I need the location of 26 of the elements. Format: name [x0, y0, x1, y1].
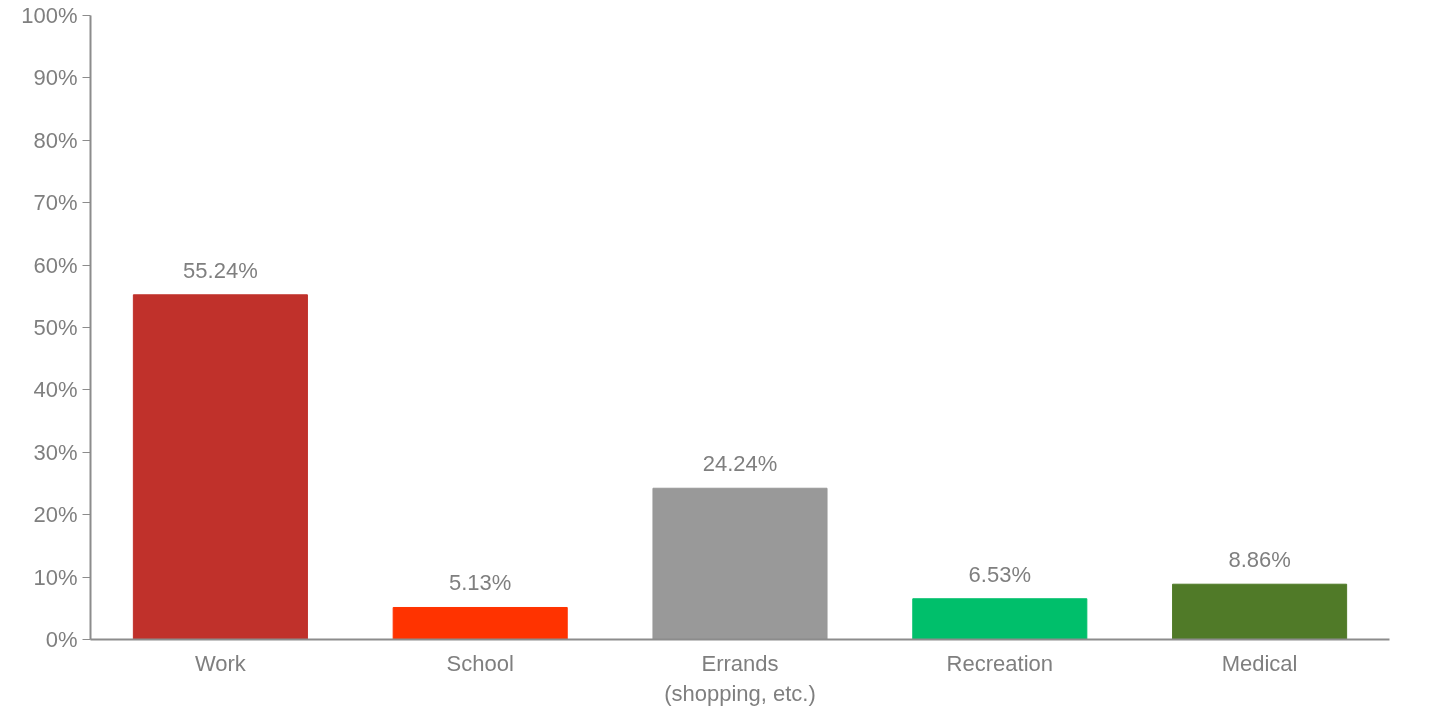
bar [1172, 583, 1348, 640]
bar [912, 598, 1088, 640]
bar [652, 487, 828, 640]
y-tick-label: 0% [45, 627, 78, 652]
y-tick-label: 30% [33, 439, 78, 465]
y-tick-label: 70% [33, 190, 78, 216]
bar [132, 294, 308, 640]
bar [392, 606, 568, 640]
y-tick-label: 90% [33, 65, 78, 91]
y-tick-label: 10% [33, 564, 78, 590]
x-tick-label: Medical [1221, 650, 1298, 676]
data-label: 55.24% [183, 257, 258, 283]
y-tick-label: 60% [33, 252, 78, 278]
x-tick-label: Recreation [946, 650, 1053, 676]
y-tick-label: 80% [33, 127, 78, 153]
data-label: 24.24% [702, 451, 778, 477]
data-label: 5.13% [449, 570, 512, 596]
data-label: 6.53% [968, 561, 1031, 587]
x-tick-label: Errands (shopping, etc.) [664, 650, 816, 706]
x-tick-label: School [446, 650, 514, 676]
y-tick-label: 40% [33, 377, 78, 403]
x-tick-label: Work [194, 650, 247, 676]
data-label: 8.86% [1228, 547, 1291, 573]
y-tick-label: 50% [33, 315, 78, 340]
y-tick-label: 100% [21, 3, 78, 28]
y-tick-label: 20% [33, 502, 78, 528]
